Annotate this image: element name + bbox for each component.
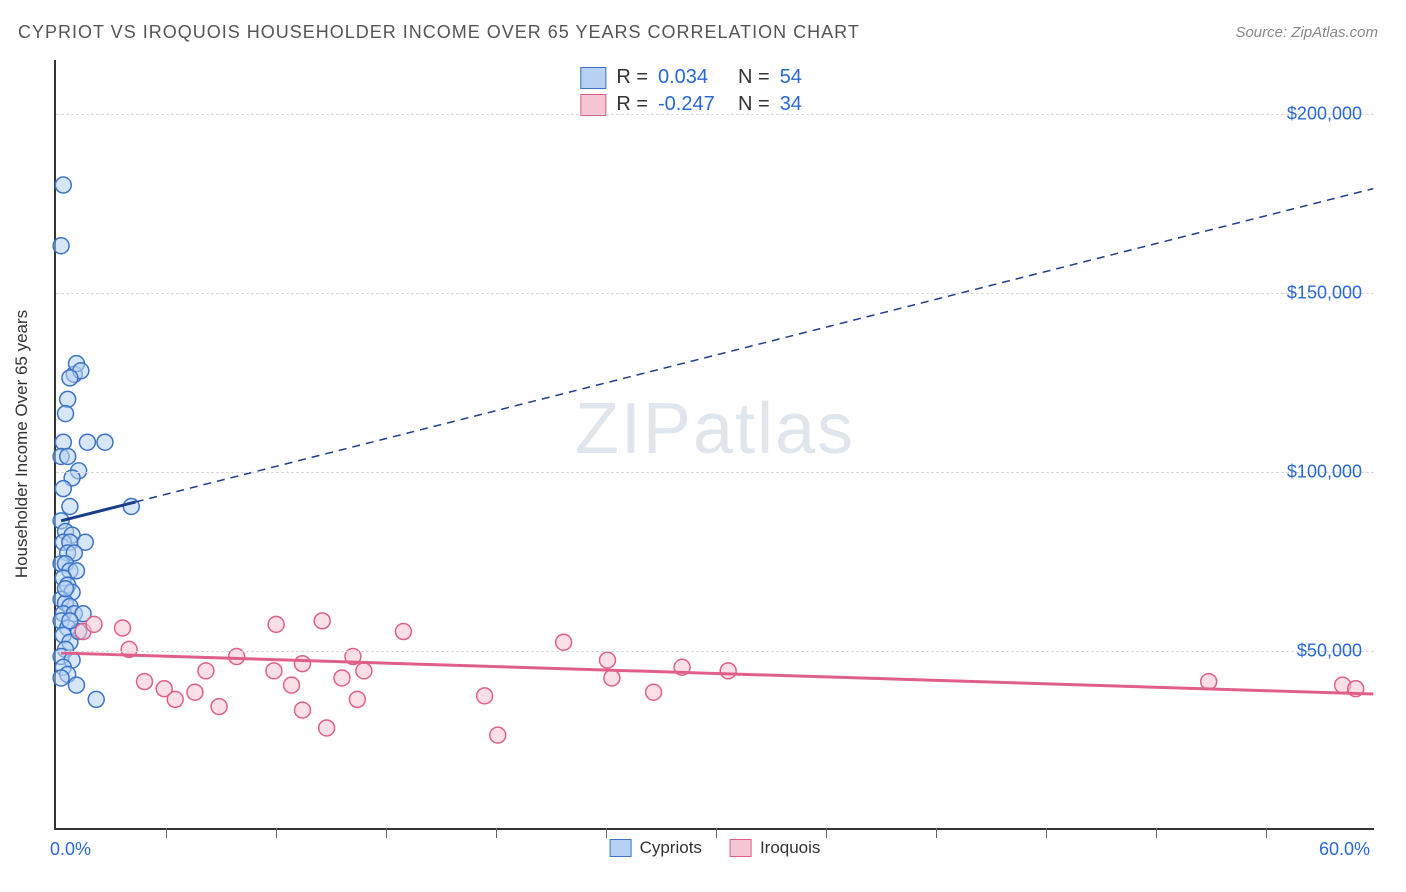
- x-tick: [386, 828, 387, 838]
- x-axis-max-label: 60.0%: [1319, 839, 1370, 860]
- data-point: [646, 684, 662, 700]
- legend-r-value: -0.247: [658, 93, 728, 116]
- gridline: [56, 114, 1374, 115]
- data-point: [167, 691, 183, 707]
- gridline: [56, 472, 1374, 473]
- data-point: [60, 391, 76, 407]
- y-tick-label: $100,000: [1287, 461, 1362, 482]
- series-legend: Cypriots Iroquois: [610, 838, 821, 858]
- data-point: [211, 699, 227, 715]
- x-tick: [1046, 828, 1047, 838]
- data-point: [97, 434, 113, 450]
- data-point: [490, 727, 506, 743]
- trend-line-solid: [61, 653, 1373, 694]
- x-tick: [716, 828, 717, 838]
- data-point: [55, 434, 71, 450]
- x-axis-min-label: 0.0%: [50, 839, 91, 860]
- legend-r-value: 0.034: [658, 66, 728, 89]
- data-point: [334, 670, 350, 686]
- y-tick-label: $150,000: [1287, 282, 1362, 303]
- data-point: [115, 620, 131, 636]
- data-point: [294, 656, 310, 672]
- data-point: [86, 616, 102, 632]
- y-tick-label: $200,000: [1287, 103, 1362, 124]
- x-tick: [1156, 828, 1157, 838]
- trend-line-dashed: [136, 189, 1374, 502]
- data-point: [356, 663, 372, 679]
- legend-swatch: [580, 94, 606, 116]
- series-swatch: [730, 839, 752, 857]
- data-point: [137, 674, 153, 690]
- series-label: Iroquois: [760, 838, 820, 858]
- data-point: [604, 670, 620, 686]
- gridline: [56, 293, 1374, 294]
- data-point: [68, 677, 84, 693]
- data-point: [477, 688, 493, 704]
- data-point: [720, 663, 736, 679]
- legend-n-label: N =: [738, 66, 770, 89]
- x-tick: [496, 828, 497, 838]
- x-tick: [936, 828, 937, 838]
- series-label: Cypriots: [640, 838, 702, 858]
- x-tick: [826, 828, 827, 838]
- x-tick: [1266, 828, 1267, 838]
- data-point: [284, 677, 300, 693]
- data-point: [88, 691, 104, 707]
- chart-title: CYPRIOT VS IROQUOIS HOUSEHOLDER INCOME O…: [18, 22, 860, 43]
- plot-area: Householder Income Over 65 years ZIPatla…: [54, 60, 1374, 830]
- gridline: [56, 651, 1374, 652]
- data-point: [556, 634, 572, 650]
- data-point: [319, 720, 335, 736]
- data-point: [1201, 674, 1217, 690]
- data-point: [79, 434, 95, 450]
- data-point: [53, 670, 69, 686]
- series-swatch: [610, 839, 632, 857]
- data-point: [58, 581, 74, 597]
- x-tick: [276, 828, 277, 838]
- legend-n-value: 54: [780, 66, 850, 89]
- source-attribution: Source: ZipAtlas.com: [1235, 24, 1378, 41]
- data-point: [294, 702, 310, 718]
- x-tick: [606, 828, 607, 838]
- series-legend-item: Cypriots: [610, 838, 702, 858]
- data-point: [395, 624, 411, 640]
- series-legend-item: Iroquois: [730, 838, 820, 858]
- legend-swatch: [580, 67, 606, 89]
- data-point: [314, 613, 330, 629]
- y-tick-label: $50,000: [1297, 640, 1362, 661]
- legend-r-label: R =: [616, 66, 648, 89]
- data-point: [62, 499, 78, 515]
- data-point: [58, 406, 74, 422]
- data-point: [55, 177, 71, 193]
- data-point: [62, 370, 78, 386]
- data-point: [187, 684, 203, 700]
- data-point: [55, 481, 71, 497]
- legend-n-label: N =: [738, 93, 770, 116]
- legend-r-label: R =: [616, 93, 648, 116]
- plot-svg: [56, 60, 1374, 828]
- data-point: [62, 613, 78, 629]
- legend-row: R = 0.034 N = 54: [572, 64, 857, 91]
- data-point: [268, 616, 284, 632]
- data-point: [198, 663, 214, 679]
- y-axis-title: Householder Income Over 65 years: [12, 310, 32, 578]
- correlation-chart: CYPRIOT VS IROQUOIS HOUSEHOLDER INCOME O…: [0, 0, 1406, 892]
- data-point: [349, 691, 365, 707]
- data-point: [600, 652, 616, 668]
- correlation-legend: R = 0.034 N = 54 R = -0.247 N = 34: [572, 64, 857, 118]
- legend-n-value: 34: [780, 93, 850, 116]
- data-point: [60, 449, 76, 465]
- data-point: [53, 238, 69, 254]
- data-point: [266, 663, 282, 679]
- x-tick: [166, 828, 167, 838]
